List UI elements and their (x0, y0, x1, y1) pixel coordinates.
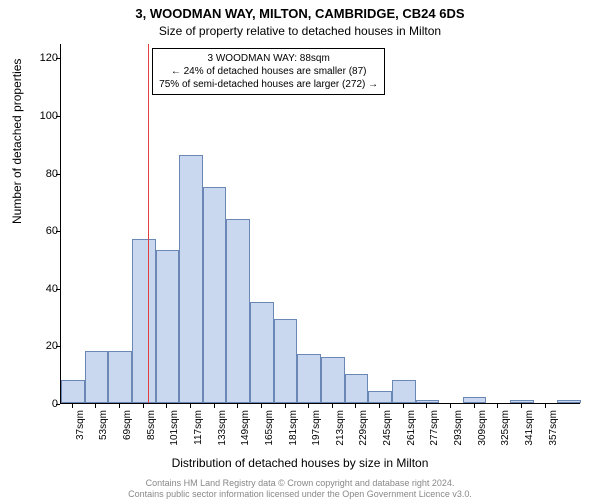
x-tick-mark (545, 404, 546, 408)
x-tick-label: 117sqm (193, 410, 204, 445)
x-tick-label: 245sqm (382, 410, 393, 446)
x-tick-mark (285, 404, 286, 408)
credit-line1: Contains HM Land Registry data © Crown c… (0, 478, 600, 489)
annotation-line3: 75% of semi-detached houses are larger (… (159, 78, 378, 91)
histogram-bar (321, 357, 345, 403)
x-tick-mark (474, 404, 475, 408)
annotation-box: 3 WOODMAN WAY: 88sqm ← 24% of detached h… (152, 48, 385, 95)
y-tick-label: 120 (22, 52, 58, 64)
x-tick-label: 101sqm (169, 410, 180, 446)
x-tick-label: 357sqm (548, 410, 559, 446)
x-tick-mark (95, 404, 96, 408)
histogram-bar (132, 239, 156, 403)
x-tick-label: 213sqm (335, 410, 346, 446)
histogram-bar (85, 351, 109, 403)
x-tick-label: 133sqm (217, 410, 228, 446)
x-tick-label: 53sqm (98, 410, 109, 440)
x-tick-mark (190, 404, 191, 408)
x-tick-mark (119, 404, 120, 408)
credit-line2: Contains public sector information licen… (0, 489, 600, 500)
histogram-bar (156, 250, 180, 403)
chart-container: 3, WOODMAN WAY, MILTON, CAMBRIDGE, CB24 … (0, 0, 600, 500)
x-tick-mark (426, 404, 427, 408)
y-tick-mark (56, 404, 60, 405)
x-tick-mark (308, 404, 309, 408)
histogram-bar (510, 400, 534, 403)
plot-area: 3 WOODMAN WAY: 88sqm ← 24% of detached h… (60, 44, 580, 404)
x-tick-label: 325sqm (500, 410, 511, 446)
histogram-bar (179, 155, 203, 403)
histogram-bar (392, 380, 416, 403)
x-tick-mark (497, 404, 498, 408)
histogram-bar (250, 302, 274, 403)
histogram-bar (345, 374, 369, 403)
credit-text: Contains HM Land Registry data © Crown c… (0, 478, 600, 500)
x-tick-label: 309sqm (477, 410, 488, 446)
y-tick-label: 100 (22, 110, 58, 122)
chart-subtitle: Size of property relative to detached ho… (0, 24, 600, 38)
histogram-bar (416, 400, 440, 403)
histogram-bar (557, 400, 581, 403)
y-tick-label: 80 (22, 168, 58, 180)
x-tick-label: 277sqm (429, 410, 440, 446)
marker-line (148, 44, 149, 403)
y-tick-label: 20 (22, 340, 58, 352)
histogram-bar (297, 354, 321, 403)
x-tick-label: 69sqm (122, 410, 133, 440)
y-tick-label: 40 (22, 283, 58, 295)
chart-title: 3, WOODMAN WAY, MILTON, CAMBRIDGE, CB24 … (0, 6, 600, 21)
x-tick-label: 165sqm (264, 410, 275, 446)
x-tick-mark (166, 404, 167, 408)
x-tick-label: 37sqm (75, 410, 86, 440)
x-tick-mark (237, 404, 238, 408)
histogram-bar (226, 219, 250, 403)
x-tick-mark (214, 404, 215, 408)
x-tick-label: 261sqm (406, 410, 417, 446)
x-tick-mark (355, 404, 356, 408)
y-tick-label: 60 (22, 225, 58, 237)
x-tick-mark (72, 404, 73, 408)
histogram-bar (108, 351, 132, 403)
x-tick-label: 181sqm (288, 410, 299, 446)
histogram-bar (61, 380, 85, 403)
histogram-bar (203, 187, 227, 403)
annotation-line1: 3 WOODMAN WAY: 88sqm (159, 52, 378, 65)
x-tick-mark (143, 404, 144, 408)
y-tick-label: 0 (22, 398, 58, 410)
x-tick-label: 293sqm (453, 410, 464, 446)
histogram-bar (463, 397, 487, 403)
x-tick-label: 341sqm (524, 410, 535, 446)
histogram-bar (274, 319, 298, 403)
x-tick-mark (379, 404, 380, 408)
x-tick-label: 85sqm (146, 410, 157, 440)
x-tick-label: 197sqm (311, 410, 322, 446)
x-tick-label: 149sqm (240, 410, 251, 446)
x-tick-mark (450, 404, 451, 408)
y-axis-label: Number of detached properties (10, 59, 24, 224)
x-tick-mark (332, 404, 333, 408)
x-tick-label: 229sqm (358, 410, 369, 446)
histogram-bar (368, 391, 392, 403)
x-tick-mark (521, 404, 522, 408)
x-tick-mark (261, 404, 262, 408)
x-axis-label: Distribution of detached houses by size … (0, 456, 600, 470)
annotation-line2: ← 24% of detached houses are smaller (87… (159, 65, 378, 78)
x-tick-mark (403, 404, 404, 408)
